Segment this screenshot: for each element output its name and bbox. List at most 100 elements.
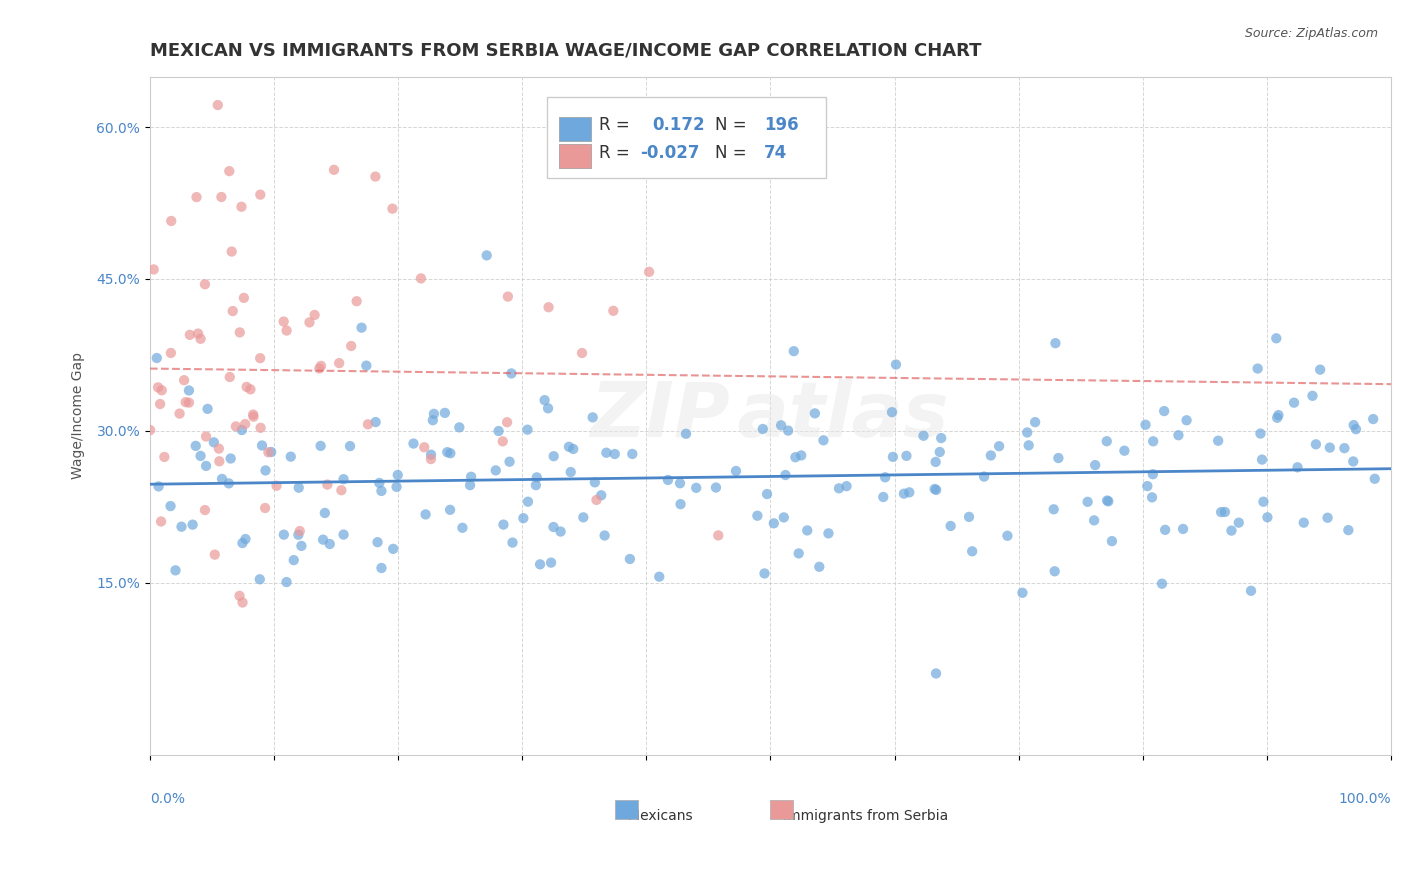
Point (190, 449, 212, 463)
Point (460, 469, 482, 483)
Point (266, 479, 288, 493)
Point (787, 546, 810, 560)
Point (997, 529, 1019, 543)
Text: 74: 74 (765, 144, 787, 161)
Point (385, 480, 408, 494)
Point (929, 431, 952, 445)
Point (148, 479, 170, 493)
FancyBboxPatch shape (560, 117, 591, 141)
Point (1154, 523, 1177, 537)
Point (249, 187, 271, 202)
Point (775, 468, 797, 483)
Point (1083, 513, 1105, 527)
Point (332, 472, 354, 486)
Point (273, 315, 295, 329)
Point (221, 244, 243, 259)
Point (146, 351, 169, 365)
Point (254, 500, 277, 515)
FancyBboxPatch shape (547, 97, 827, 178)
Point (537, 401, 560, 416)
Point (184, 439, 207, 453)
Point (1333, 441, 1355, 455)
Point (828, 481, 851, 495)
Point (186, 190, 208, 204)
Point (558, 440, 581, 454)
Point (648, 570, 671, 584)
Point (595, 446, 617, 460)
Point (449, 420, 471, 434)
Point (1292, 516, 1315, 530)
Point (160, 214, 183, 228)
Point (288, 524, 311, 538)
Point (139, 423, 162, 437)
Point (835, 479, 858, 493)
Point (1282, 395, 1305, 409)
Point (502, 535, 524, 549)
Point (543, 520, 565, 534)
Point (1286, 460, 1309, 475)
Point (1246, 361, 1268, 376)
Point (988, 439, 1011, 453)
Point (332, 527, 354, 541)
Point (195, 429, 218, 443)
FancyBboxPatch shape (770, 800, 793, 819)
Point (804, 406, 827, 420)
Point (209, 190, 232, 204)
Point (328, 356, 350, 370)
Point (218, 476, 240, 491)
Point (512, 511, 534, 525)
Point (287, 481, 309, 495)
Point (492, 434, 515, 449)
Point (225, 419, 247, 434)
Point (409, 271, 432, 285)
Point (754, 566, 776, 581)
Point (367, 535, 389, 549)
Point (756, 487, 779, 501)
Text: MEXICAN VS IMMIGRANTS FROM SERBIA WAGE/INCOME GAP CORRELATION CHART: MEXICAN VS IMMIGRANTS FROM SERBIA WAGE/I… (150, 42, 981, 60)
Point (207, 98, 229, 112)
Text: 0.0%: 0.0% (150, 792, 186, 805)
Point (1305, 437, 1327, 451)
Point (572, 510, 595, 524)
Point (762, 516, 785, 531)
Y-axis label: Wage/Income Gap: Wage/Income Gap (72, 352, 86, 479)
FancyBboxPatch shape (560, 145, 591, 168)
Point (370, 483, 392, 498)
Point (1084, 458, 1107, 472)
Point (1142, 467, 1164, 482)
Point (1018, 438, 1040, 452)
Point (543, 449, 565, 463)
Point (433, 406, 456, 420)
Text: 0.172: 0.172 (652, 116, 706, 135)
Point (517, 494, 540, 508)
Point (675, 426, 697, 441)
Point (142, 262, 165, 277)
Point (381, 202, 404, 216)
Point (880, 405, 903, 419)
Point (1011, 586, 1033, 600)
Point (1097, 494, 1119, 508)
Point (153, 450, 176, 464)
Point (898, 485, 921, 500)
Point (790, 449, 813, 463)
Point (231, 536, 253, 550)
Point (1265, 410, 1288, 425)
Point (638, 265, 661, 279)
Point (924, 482, 946, 496)
Point (960, 544, 983, 558)
Point (496, 290, 519, 304)
Point (242, 408, 264, 422)
Point (488, 424, 510, 438)
Point (685, 481, 707, 495)
Point (973, 469, 995, 483)
Point (603, 447, 626, 461)
Point (150, 384, 173, 398)
Point (1114, 443, 1136, 458)
Point (582, 410, 605, 425)
Point (218, 164, 240, 178)
Point (312, 533, 335, 547)
Point (1135, 417, 1157, 432)
Point (516, 423, 538, 437)
Point (747, 508, 769, 523)
Point (420, 448, 443, 462)
